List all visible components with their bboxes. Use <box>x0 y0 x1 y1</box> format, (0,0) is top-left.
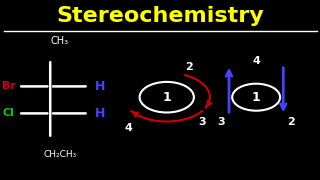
Text: 4: 4 <box>252 56 260 66</box>
Text: CH₂CH₃: CH₂CH₃ <box>43 150 76 159</box>
Text: 1: 1 <box>162 91 171 104</box>
Text: Cl: Cl <box>3 108 15 118</box>
Text: Br: Br <box>2 81 16 91</box>
Text: 2: 2 <box>185 62 193 72</box>
Text: 3: 3 <box>198 117 206 127</box>
Text: 3: 3 <box>217 117 225 127</box>
Text: 2: 2 <box>287 117 295 127</box>
Text: 4: 4 <box>124 123 132 133</box>
Text: H: H <box>94 107 105 120</box>
Text: CH₃: CH₃ <box>51 36 69 46</box>
Text: 1: 1 <box>252 91 260 104</box>
Text: H: H <box>94 80 105 93</box>
Text: Stereochemistry: Stereochemistry <box>57 6 264 26</box>
